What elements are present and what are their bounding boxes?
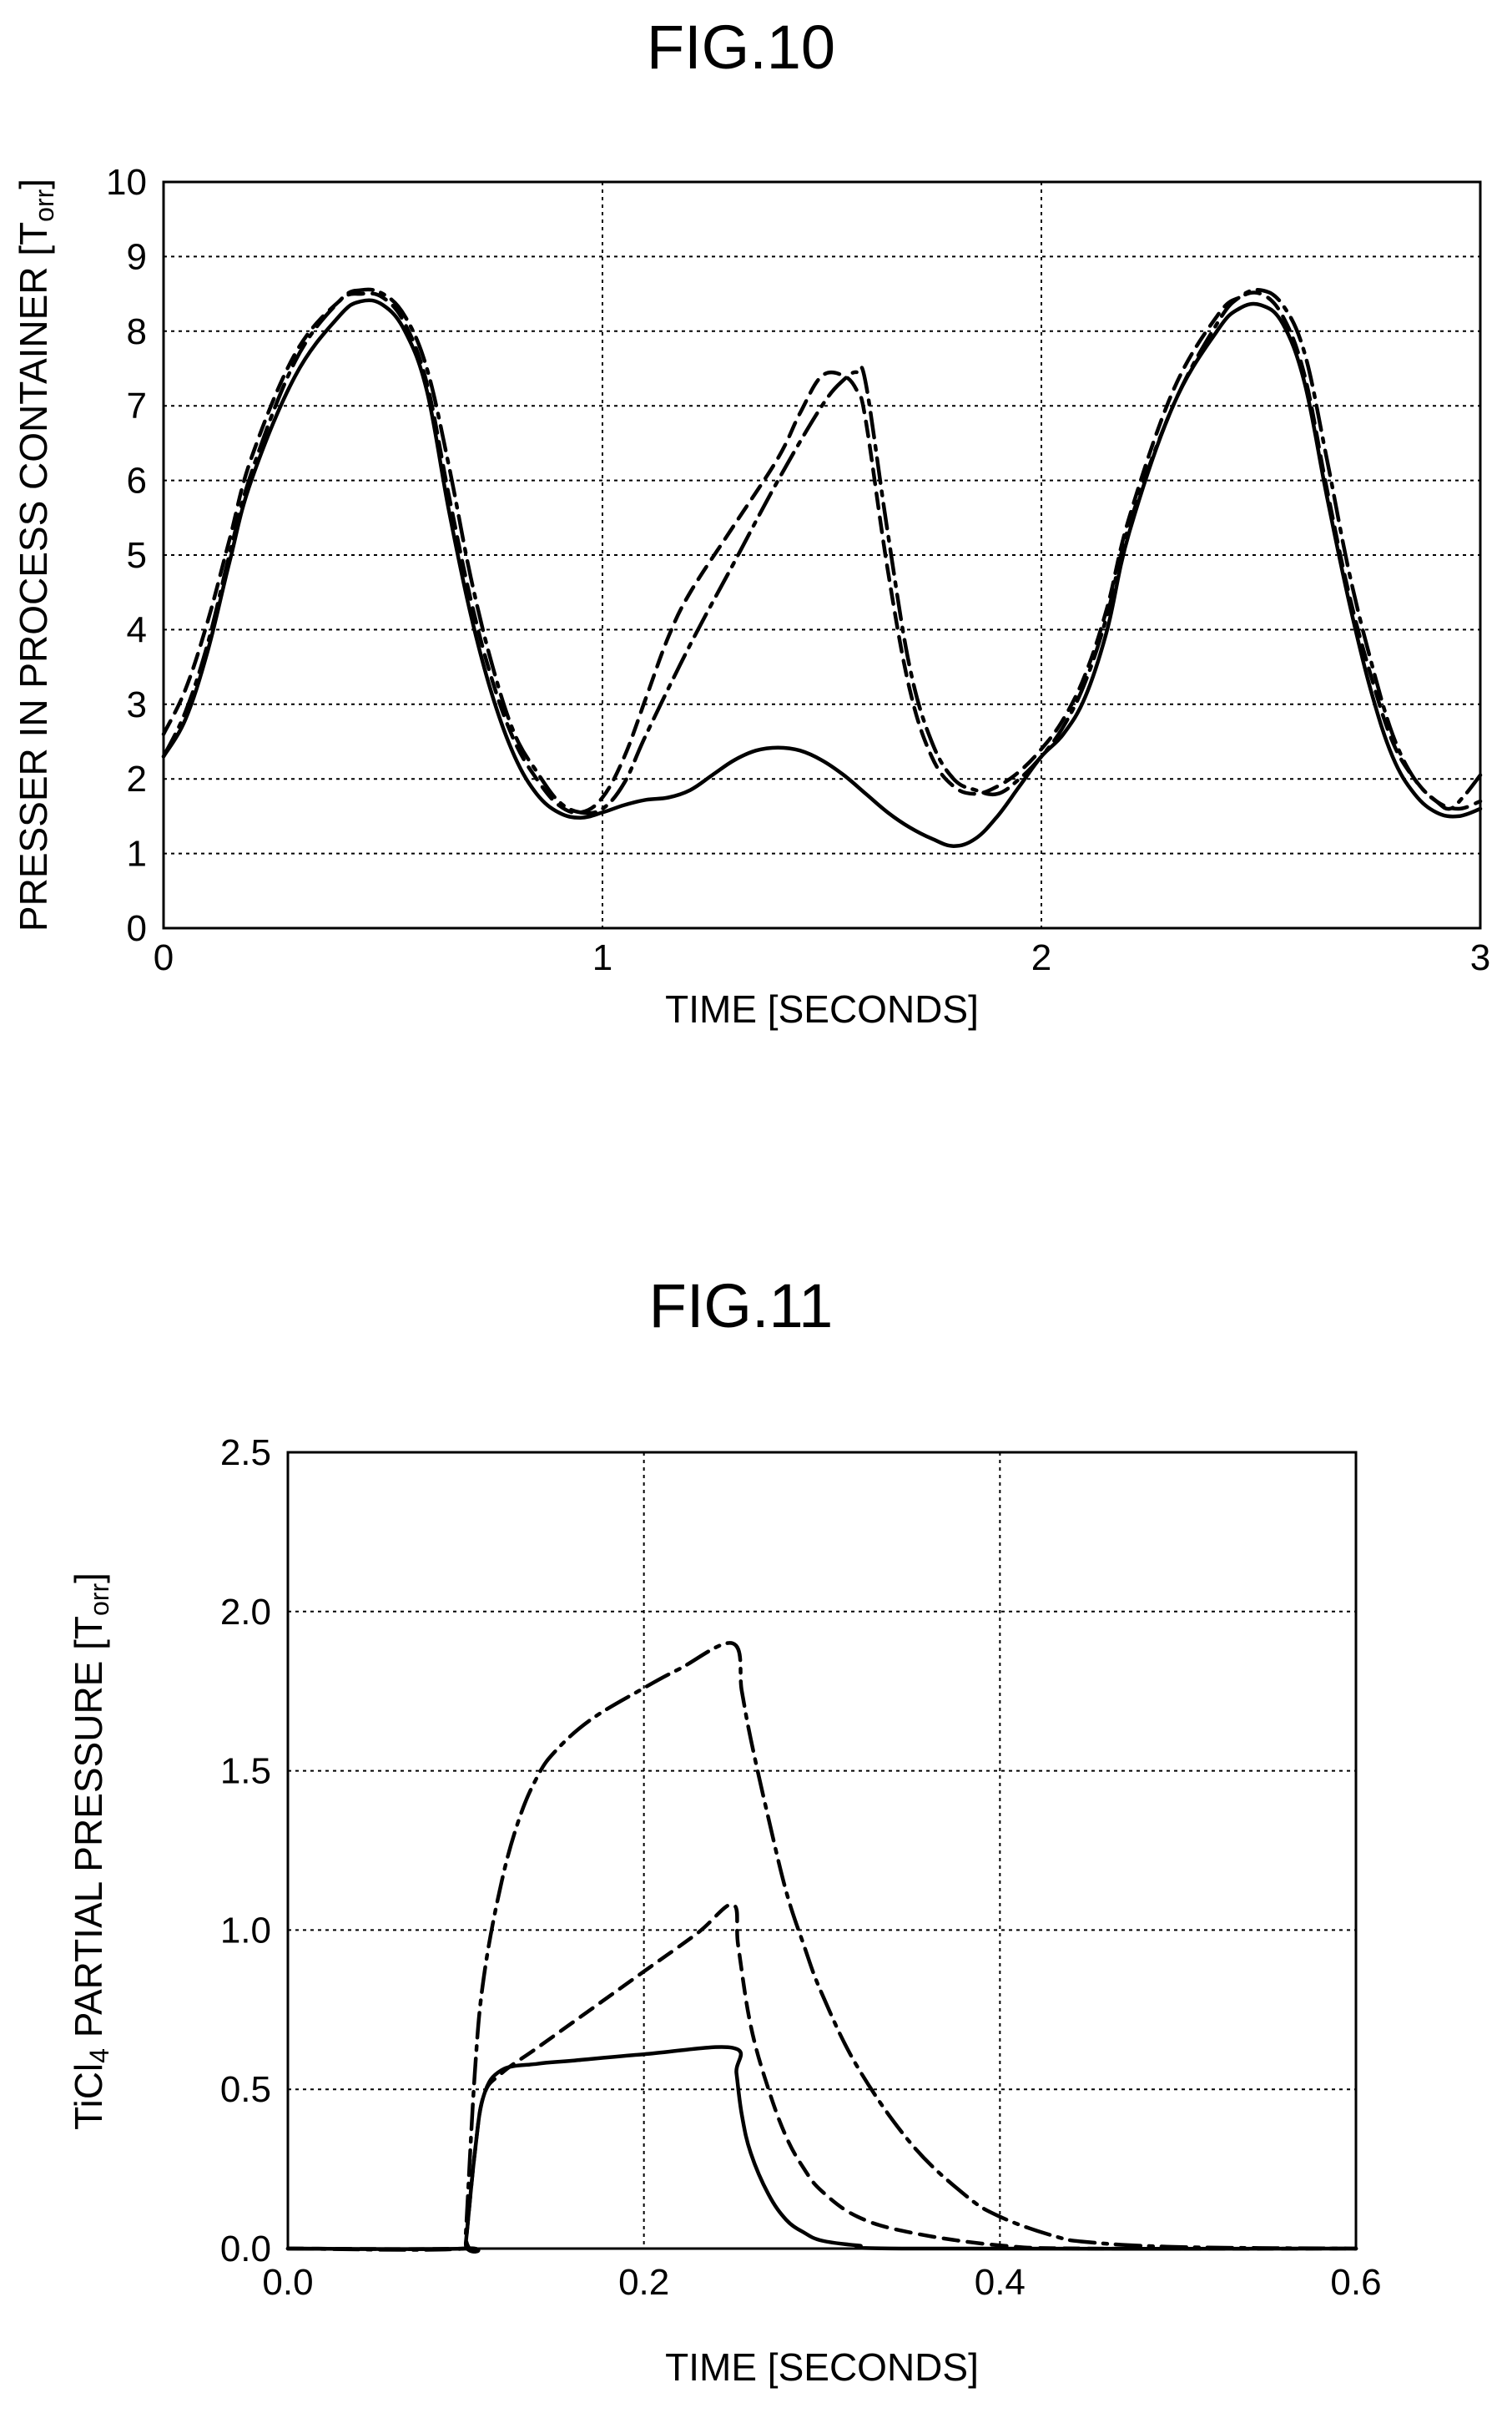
fig11-title: FIG.11 [649, 1271, 834, 1340]
fig11-plot-frame [286, 1451, 1358, 2250]
y-tick-label: 8 [127, 311, 147, 352]
y-tick-label: 4 [127, 609, 147, 650]
y-tick-label: 5 [127, 535, 147, 576]
y-tick-label: 3 [127, 684, 147, 725]
series-line-dashed [285, 1902, 1358, 2254]
series-line-solid [285, 2045, 1358, 2254]
x-tick-label: 2 [1031, 937, 1051, 978]
y-tick-label: 1.0 [220, 1910, 271, 1951]
y-tick-label: 0.5 [220, 2069, 271, 2110]
y-tick-label: 7 [127, 386, 147, 427]
x-tick-label: 0.6 [1330, 2262, 1381, 2303]
series-line-dash-dot [161, 287, 1483, 815]
fig10-y-axis-label: PRESSER IN PROCESS CONTAINER [Torr] [12, 179, 59, 931]
fig10-ylabel-sub: orr [29, 189, 59, 221]
x-tick-label: 0 [154, 937, 174, 978]
fig11-series [285, 1641, 1358, 2254]
fig11-chart: FIG.11 0.0 0.5 1.0 1.5 2.0 2.5 0.0 0.2 0.4 0.6 T… [67, 1271, 1382, 2389]
fig10-ylabel-close: ] [12, 179, 55, 189]
y-tick-label: 6 [127, 461, 147, 502]
fig11-ylabel-sub: 4 [84, 2048, 114, 2063]
fig10-plot-frame [162, 180, 1482, 930]
x-tick-label: 3 [1470, 937, 1490, 978]
fig10-x-ticks: 0 1 2 3 [154, 937, 1490, 978]
fig11-y-ticks: 0.0 0.5 1.0 1.5 2.0 2.5 [220, 1432, 271, 2269]
y-tick-label: 2 [127, 759, 147, 800]
fig11-y-axis-label: TiCl4 PARTIAL PRESSURE [Torr] [67, 1572, 114, 2130]
fig10-x-axis-label: TIME [SECONDS] [665, 987, 979, 1031]
fig11-ylabel-close: ] [67, 1572, 110, 1583]
x-tick-label: 0.4 [975, 2262, 1026, 2303]
series-line-solid [161, 298, 1483, 848]
y-tick-label: 1.5 [220, 1751, 271, 1792]
fig10-series [161, 287, 1483, 848]
fig11-x-ticks: 0.0 0.2 0.4 0.6 [262, 2262, 1381, 2303]
y-tick-label: 0.0 [220, 2229, 271, 2269]
y-tick-label: 2.0 [220, 1592, 271, 1633]
fig11-ylabel-a: TiCl [67, 2063, 110, 2130]
fig10-gridlines [164, 182, 1480, 928]
series-line-dash-dot [285, 1641, 1358, 2254]
y-tick-label: 2.5 [220, 1432, 271, 1473]
fig11-ylabel-b: PARTIAL PRESSURE [T [67, 1616, 110, 2048]
y-tick-label: 10 [106, 162, 147, 203]
fig11-x-axis-label: TIME [SECONDS] [665, 2345, 979, 2389]
x-tick-label: 1 [592, 937, 612, 978]
fig10-y-ticks: 0 1 2 3 4 5 6 7 8 9 10 [106, 162, 147, 949]
fig11-gridlines [288, 1452, 1356, 2249]
x-tick-label: 0.0 [262, 2262, 313, 2303]
fig11-ylabel-sub2: orr [84, 1583, 114, 1616]
y-tick-label: 9 [127, 236, 147, 277]
y-tick-label: 0 [127, 908, 147, 949]
series-line-dashed [161, 290, 1483, 815]
fig10-title: FIG.10 [647, 13, 835, 82]
x-tick-label: 0.2 [618, 2262, 669, 2303]
fig10-ylabel-main: PRESSER IN PROCESS CONTAINER [T [12, 222, 55, 931]
y-tick-label: 1 [127, 834, 147, 875]
